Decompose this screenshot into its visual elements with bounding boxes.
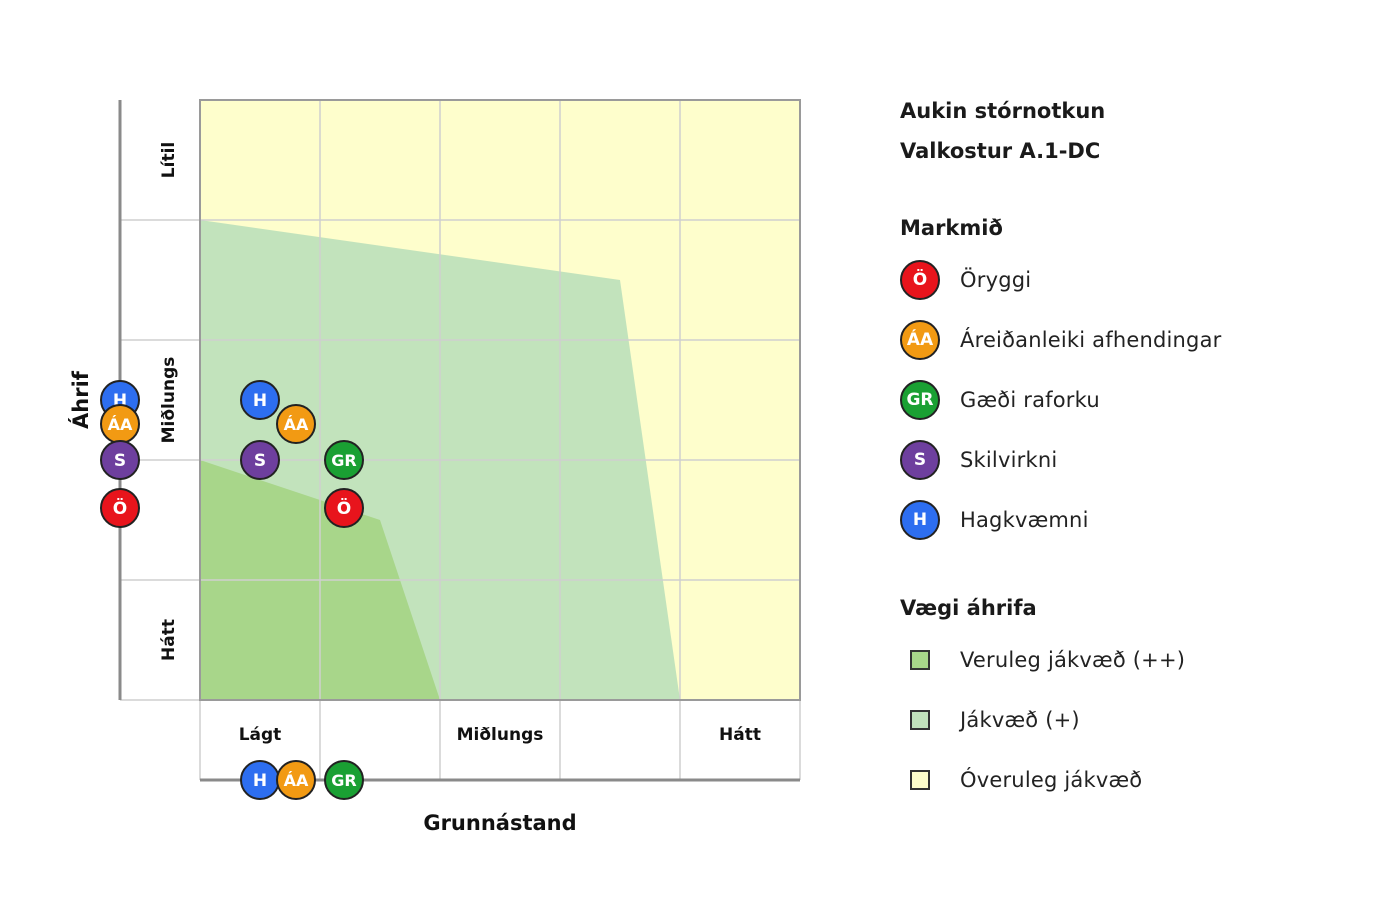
marker-h-plot: H (240, 380, 280, 420)
legend-label: Hagkvæmni (960, 508, 1089, 532)
marker-s-left-axis: S (100, 440, 140, 480)
impact-diagram: Lítil Miðlungs Hátt Lágt Miðlungs Hátt Á… (68, 99, 801, 835)
y-axis-title: Áhrif (68, 370, 93, 429)
legend-item-gaedi-raforku: GR Gæði raforku (900, 370, 1222, 430)
y-tick-hatt: Hátt (159, 619, 179, 661)
legend-item-jakvaed: Jákvæð (+) (900, 690, 1185, 750)
marker-aa-plot: ÁA (276, 404, 316, 444)
markmid-heading: Markmið (900, 216, 1003, 240)
marker-s-icon: S (900, 440, 940, 480)
legend-item-veruleg-jakvaed: Veruleg jákvæð (++) (900, 630, 1185, 690)
marker-circle (100, 488, 140, 528)
x-tick-midlungs: Miðlungs (457, 725, 544, 745)
marker-aa-bottom-axis: ÁA (276, 760, 316, 800)
marker-label: H (253, 771, 267, 791)
marker-aa-icon: ÁA (900, 320, 940, 360)
y-tick-midlungs: Miðlungs (159, 357, 179, 444)
marker-label: Ö (113, 497, 127, 519)
legend-label: Skilvirkni (960, 448, 1058, 472)
vaegi-heading: Vægi áhrifa (900, 596, 1037, 620)
legend-label: Gæði raforku (960, 388, 1100, 412)
markmid-list: Ö Öryggi ÁA Áreiðanleiki afhendingar GR … (900, 250, 1222, 550)
marker-circle (324, 440, 364, 480)
marker-label: ÁA (284, 771, 309, 790)
legend-item-skilvirkni: S Skilvirkni (900, 430, 1222, 490)
marker-circle (100, 440, 140, 480)
legend-label: Veruleg jákvæð (++) (960, 648, 1186, 672)
marker-label: GR (331, 451, 356, 470)
vaegi-list: Veruleg jákvæð (++) Jákvæð (+) Óveruleg … (900, 630, 1185, 810)
legend-label: Áreiðanleiki afhendingar (960, 328, 1222, 352)
legend-subtitle: Valkostur A.1-DC (900, 139, 1101, 163)
x-axis-title: Grunnástand (423, 811, 576, 835)
marker-s-plot: S (240, 440, 280, 480)
marker-gr-plot: GR (324, 440, 364, 480)
marker-circle (240, 440, 280, 480)
marker-o-plot: Ö (324, 488, 364, 528)
marker-gr-icon: GR (900, 380, 940, 420)
swatch-insignificant-icon (910, 770, 930, 790)
legend-label: Öryggi (960, 268, 1032, 292)
marker-label: S (254, 451, 266, 471)
swatch-significant-icon (910, 650, 930, 670)
x-tick-hatt: Hátt (719, 725, 761, 745)
legend-title: Aukin stórnotkun (900, 99, 1106, 123)
marker-gr-bottom-axis: GR (324, 760, 364, 800)
marker-circle (276, 404, 316, 444)
legend-label: Jákvæð (+) (960, 708, 1080, 732)
marker-circle (276, 760, 316, 800)
marker-label: Ö (337, 497, 351, 519)
x-tick-lagt: Lágt (239, 725, 282, 745)
legend-item-overuleg-jakvaed: Óveruleg jákvæð (900, 750, 1185, 810)
plot-border (199, 99, 801, 701)
marker-circle (324, 760, 364, 800)
marker-h-bottom-axis: H (240, 760, 280, 800)
marker-label: ÁA (108, 415, 133, 434)
legend-item-areidanleiki: ÁA Áreiðanleiki afhendingar (900, 310, 1222, 370)
marker-label: H (253, 391, 267, 411)
marker-h-icon: H (900, 500, 940, 540)
marker-label: S (114, 451, 126, 471)
marker-circle (324, 488, 364, 528)
legend-item-hagkvaemni: H Hagkvæmni (900, 490, 1222, 550)
marker-o-icon: Ö (900, 260, 940, 300)
marker-label: GR (331, 771, 356, 790)
legend-panel: Aukin stórnotkun Valkostur A.1-DC Markmi… (900, 96, 1380, 792)
legend-label: Óveruleg jákvæð (960, 768, 1143, 792)
marker-aa-left-axis: ÁA (100, 404, 140, 444)
legend-item-oryggi: Ö Öryggi (900, 250, 1222, 310)
marker-o-left-axis: Ö (100, 488, 140, 528)
marker-label: ÁA (284, 415, 309, 434)
swatch-positive-icon (910, 710, 930, 730)
marker-circle (240, 380, 280, 420)
y-tick-litil: Lítil (159, 142, 179, 178)
